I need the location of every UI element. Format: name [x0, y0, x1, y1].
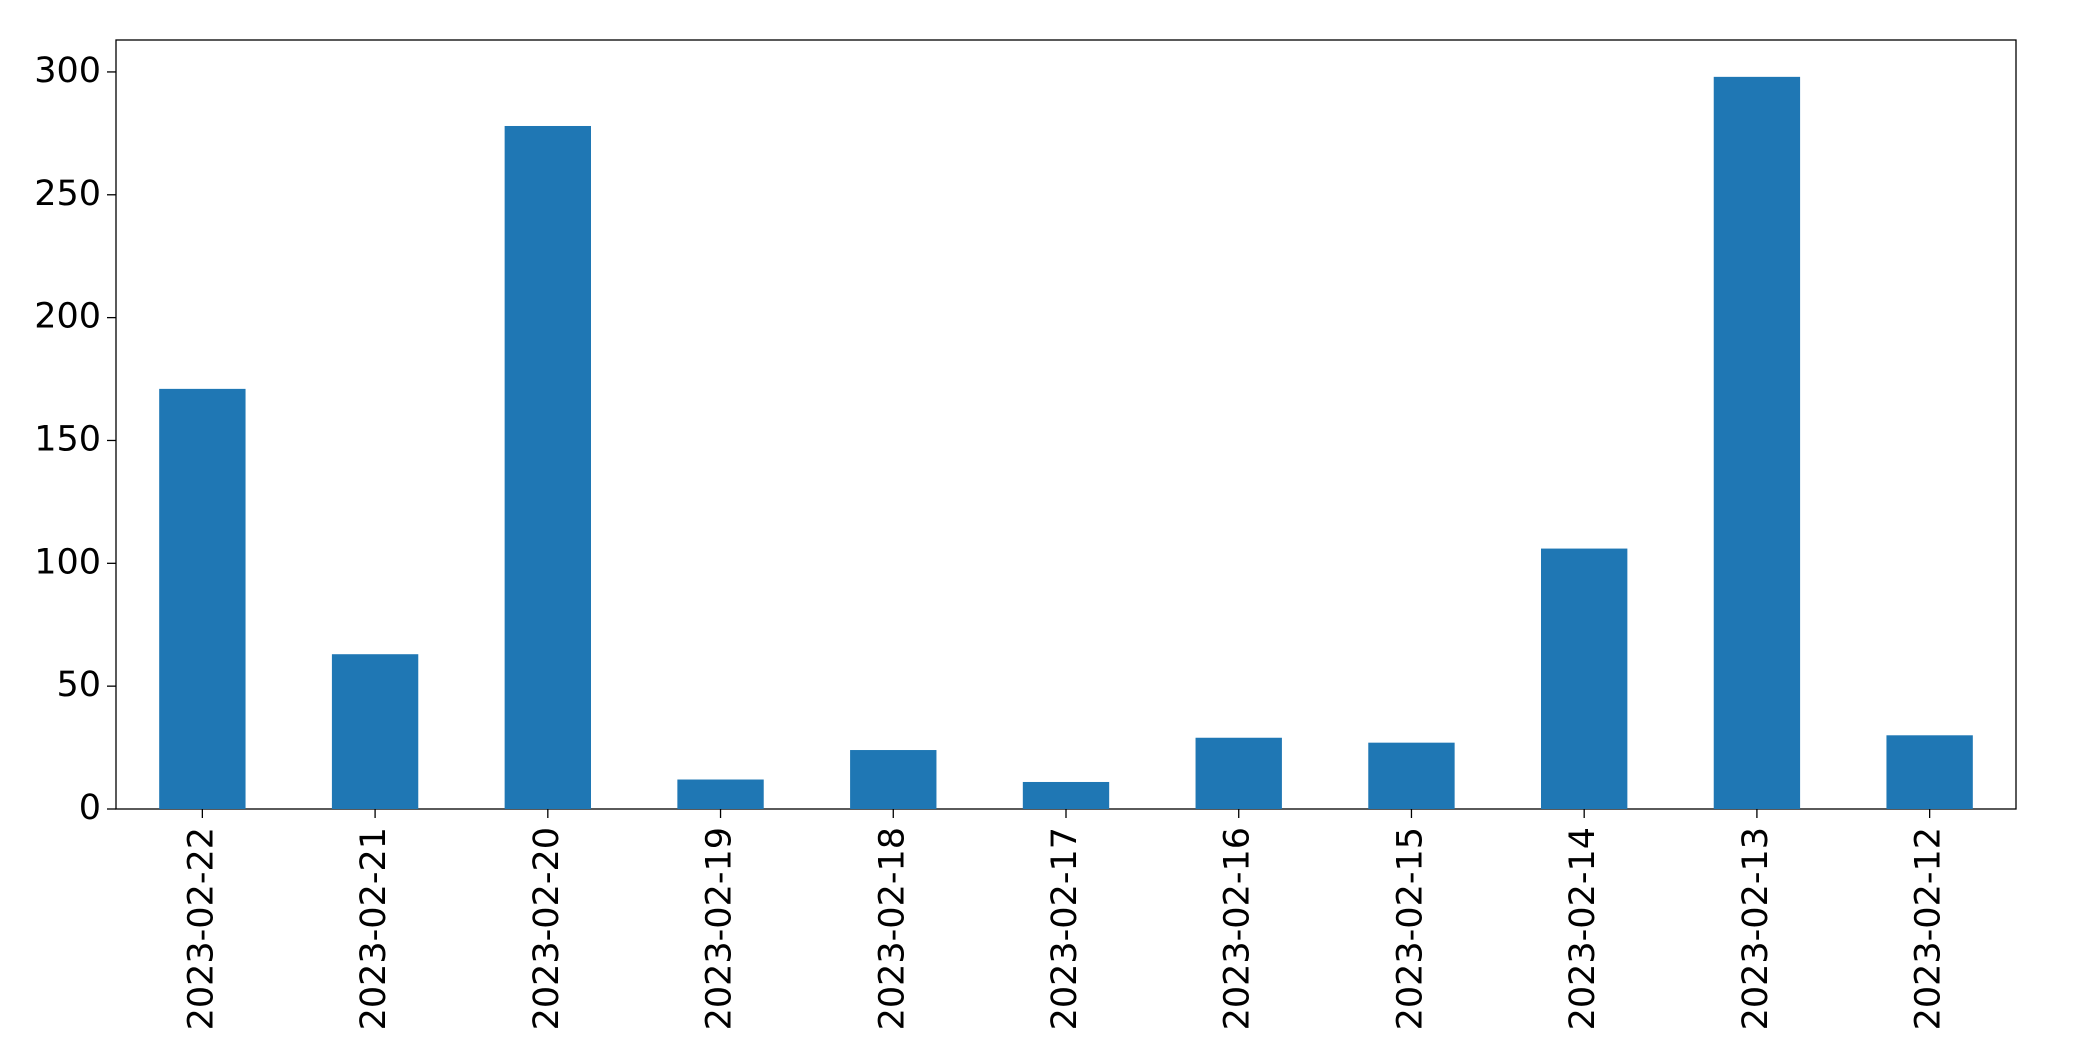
x-tick-label: 2023-02-17 — [1045, 827, 1085, 1030]
bar — [1022, 781, 1110, 809]
x-tick-label: 2023-02-22 — [181, 827, 221, 1030]
x-tick-label: 2023-02-20 — [527, 827, 567, 1030]
y-tick-label: 0 — [79, 788, 101, 828]
bar — [331, 654, 419, 809]
x-tick-label: 2023-02-14 — [1563, 827, 1603, 1030]
x-tick-label: 2023-02-21 — [354, 827, 394, 1030]
y-tick-label: 250 — [34, 174, 101, 214]
y-tick-label: 100 — [34, 542, 101, 582]
x-tick-label: 2023-02-12 — [1909, 827, 1949, 1030]
y-tick-label: 200 — [34, 297, 101, 337]
x-tick-label: 2023-02-13 — [1736, 827, 1776, 1030]
bar — [1368, 742, 1455, 809]
bar — [504, 125, 591, 809]
bar — [159, 388, 246, 809]
bar — [1195, 737, 1282, 809]
x-tick-label: 2023-02-18 — [872, 827, 912, 1030]
bar — [850, 750, 937, 809]
y-tick-label: 300 — [34, 51, 101, 91]
bar — [1541, 548, 1628, 809]
x-tick-label: 2023-02-16 — [1218, 827, 1258, 1030]
x-tick-label: 2023-02-19 — [700, 827, 740, 1030]
bar — [677, 779, 764, 809]
bar — [1713, 76, 1801, 810]
y-tick-label: 50 — [56, 665, 101, 705]
x-tick-label: 2023-02-15 — [1390, 827, 1430, 1030]
y-tick-label: 150 — [34, 419, 101, 459]
bar — [1886, 735, 1973, 809]
